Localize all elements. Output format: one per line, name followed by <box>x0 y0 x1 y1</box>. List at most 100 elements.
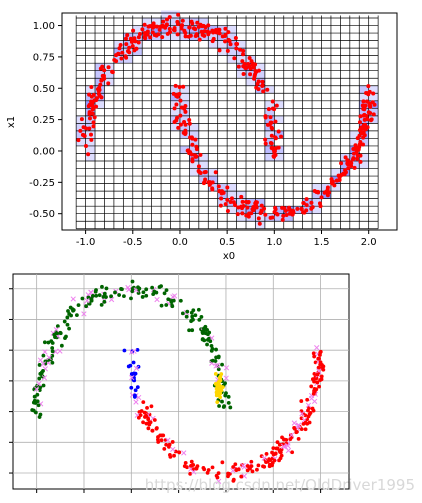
data-point <box>335 178 340 183</box>
data-point <box>194 32 199 37</box>
cluster-point <box>104 286 109 291</box>
cluster-point <box>303 427 308 432</box>
cluster-point <box>282 437 287 442</box>
data-point <box>76 138 81 143</box>
data-point <box>178 113 183 118</box>
data-point <box>367 89 372 94</box>
cluster-point <box>215 400 220 405</box>
cluster-point <box>164 288 169 293</box>
cluster-point <box>164 442 169 447</box>
cluster-point <box>190 314 195 319</box>
cluster-point <box>185 465 189 470</box>
data-point <box>145 29 150 34</box>
data-point <box>371 91 376 96</box>
data-point <box>259 208 264 213</box>
noise-point <box>170 294 176 300</box>
cluster-point <box>221 405 226 409</box>
highlight-cell <box>359 93 369 101</box>
cluster-point <box>169 299 174 304</box>
data-point <box>183 30 188 35</box>
data-point <box>151 21 156 26</box>
data-point <box>101 74 106 79</box>
cluster-point <box>132 371 136 376</box>
highlight-cell <box>113 40 124 49</box>
cluster-point <box>318 360 323 365</box>
noise-point <box>223 365 230 371</box>
data-point <box>222 33 227 38</box>
highlight-cell <box>85 153 96 162</box>
cluster-point <box>143 415 147 419</box>
data-point <box>172 28 177 33</box>
cluster-point <box>147 420 151 425</box>
data-point <box>276 129 281 134</box>
data-point <box>253 69 258 74</box>
noise-point <box>81 311 87 317</box>
highlight-cell <box>264 123 275 131</box>
highlight-cell <box>312 198 322 207</box>
data-point <box>174 118 179 123</box>
highlight-cell <box>142 25 152 34</box>
cluster-point <box>173 449 178 454</box>
cluster-point <box>141 420 145 425</box>
highlight-cell <box>349 161 360 169</box>
cluster-point <box>310 406 315 411</box>
highlight-cell <box>123 55 133 64</box>
cluster-point <box>159 438 164 443</box>
cluster-point <box>217 375 222 380</box>
highlight-cell <box>264 145 275 154</box>
highlight-cell <box>274 130 284 139</box>
cluster-point <box>159 284 163 288</box>
data-point <box>187 121 192 126</box>
cluster-point <box>172 453 176 458</box>
cluster-point <box>38 385 43 390</box>
cluster-point <box>292 426 297 430</box>
cluster-point <box>58 331 63 336</box>
noise-point <box>305 402 312 408</box>
x-axis-label: x0 <box>223 251 235 262</box>
cluster-point <box>210 465 215 470</box>
highlight-cell <box>227 206 237 214</box>
data-point <box>301 201 306 206</box>
highlight-cell <box>246 78 256 86</box>
highlight-cell <box>179 18 190 26</box>
data-point <box>266 107 271 112</box>
cluster-point <box>161 433 166 438</box>
data-point <box>216 184 221 189</box>
cluster-point <box>141 400 146 405</box>
data-point <box>280 217 285 222</box>
data-point <box>239 194 244 199</box>
cluster-point <box>38 412 43 417</box>
data-point <box>81 133 86 138</box>
noise-point <box>88 289 94 296</box>
cluster-point <box>145 405 149 410</box>
highlight-cell <box>208 40 218 49</box>
cluster-point <box>262 464 267 469</box>
cluster-point <box>305 397 310 402</box>
noise-point <box>33 386 40 392</box>
cluster-point <box>321 367 326 372</box>
data-point <box>90 107 95 112</box>
cluster-point <box>36 403 41 408</box>
data-point <box>366 84 371 89</box>
highlight-cell <box>179 145 190 154</box>
data-point <box>358 139 363 144</box>
cluster-point <box>113 290 117 295</box>
highlight-cell <box>104 70 114 79</box>
data-point <box>183 103 188 108</box>
highlight-cell <box>264 115 275 124</box>
cluster-point <box>46 340 51 345</box>
cluster-point <box>139 409 144 413</box>
y-axis-label: x1 <box>6 116 17 128</box>
cluster-point <box>146 426 151 431</box>
data-point <box>361 113 366 118</box>
data-point <box>194 144 199 149</box>
data-point <box>257 221 262 226</box>
y-tick-label: 0.50 <box>33 84 55 95</box>
data-point <box>168 30 173 35</box>
cluster-point <box>162 291 167 296</box>
highlight-cell <box>208 176 218 184</box>
y-tick-label: 0.25 <box>33 115 55 126</box>
data-point <box>249 59 254 64</box>
highlight-cell <box>198 25 209 34</box>
